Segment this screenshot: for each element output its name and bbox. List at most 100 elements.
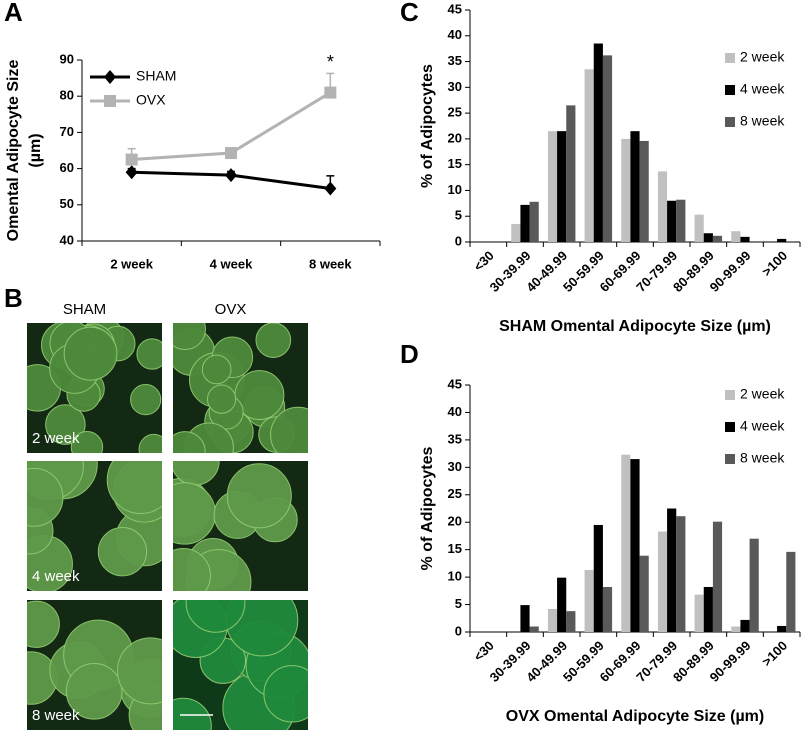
legend-label: 8 week: [740, 113, 785, 129]
cells: [27, 461, 162, 591]
x-tick-label: 4 week: [210, 256, 253, 271]
marker: [324, 86, 337, 99]
bar: [566, 611, 576, 632]
y-tick-label: 40: [448, 27, 462, 42]
cell: [206, 384, 237, 414]
bar: [621, 138, 631, 242]
cell: [173, 697, 212, 730]
legend-swatch: [725, 390, 735, 400]
cell: [138, 433, 162, 453]
bar: [676, 199, 686, 242]
legend-swatch: [725, 454, 735, 464]
panel-letter: C: [400, 0, 419, 27]
y-tick-label: 45: [448, 376, 462, 391]
micrograph: [27, 323, 162, 453]
y-tick-label: 10: [448, 182, 462, 197]
bar: [639, 140, 649, 242]
bar: [657, 171, 668, 242]
cell: [116, 637, 162, 705]
y-tick-label: 40: [60, 232, 74, 247]
cell: [173, 482, 216, 545]
bar: [740, 619, 750, 632]
x-tick-label: 8 week: [309, 256, 352, 271]
column-label: SHAM: [63, 301, 106, 318]
bar: [593, 43, 603, 243]
panel-letter: B: [4, 283, 23, 313]
bar: [777, 625, 787, 632]
cell: [45, 404, 86, 445]
bar: [703, 586, 713, 632]
cells: [173, 600, 308, 730]
column-label: OVX: [215, 301, 247, 318]
x-tick-label: 90-99.99: [707, 248, 754, 295]
cell: [27, 467, 64, 527]
marker: [104, 70, 116, 84]
legend-label: 4 week: [740, 418, 785, 434]
y-tick-label: 5: [455, 208, 462, 223]
y-tick-label: 0: [455, 233, 462, 248]
cell: [27, 651, 58, 705]
legend-label: 8 week: [740, 450, 785, 466]
bar: [667, 508, 677, 632]
bar: [667, 200, 677, 242]
cell: [270, 406, 308, 453]
bar: [639, 555, 649, 632]
micrograph: [173, 600, 308, 730]
y-tick-label: 90: [60, 51, 74, 66]
x-axis-label: SHAM Omental Adipocyte Size (µm): [499, 318, 771, 335]
row-label: 8 week: [32, 707, 80, 724]
bar: [694, 594, 704, 632]
cell: [27, 600, 60, 648]
marker: [225, 168, 237, 183]
cell: [136, 338, 162, 370]
micrograph: [27, 600, 162, 730]
y-tick-label: 30: [448, 79, 462, 94]
y-tick-label: 35: [448, 431, 462, 446]
y-tick-label: 40: [448, 404, 462, 419]
bar: [547, 608, 558, 632]
panel-letter: D: [400, 339, 419, 369]
legend-swatch: [725, 85, 735, 95]
bar: [712, 235, 723, 242]
y-axis-label: % of Adipocytes: [419, 446, 436, 570]
x-tick-label: <30: [471, 638, 497, 664]
cell: [173, 323, 206, 350]
y-tick-label: 80: [60, 88, 74, 103]
bar: [676, 516, 686, 632]
y-tick-label: 0: [455, 623, 462, 638]
legend-label: OVX: [136, 92, 166, 108]
x-tick-label: 90-99.99: [707, 638, 754, 685]
y-axis-label: % of Adipocytes: [419, 64, 436, 188]
marker: [125, 153, 138, 166]
y-tick-label: 15: [448, 156, 462, 171]
bar: [584, 569, 594, 632]
cells: [173, 323, 308, 453]
bar: [703, 233, 713, 242]
bar: [566, 105, 576, 242]
bar: [602, 55, 613, 242]
marker: [104, 95, 116, 107]
y-tick-label: 20: [448, 130, 462, 145]
annotation: *: [327, 52, 334, 72]
panel-letter: A: [4, 0, 23, 27]
legend-swatch: [725, 53, 735, 63]
y-tick-label: 5: [455, 596, 462, 611]
cell: [255, 323, 292, 358]
cell: [263, 665, 308, 723]
bar: [547, 131, 558, 242]
row-label: 4 week: [32, 568, 80, 585]
bar: [520, 605, 530, 632]
bar: [731, 626, 741, 632]
bar: [694, 214, 704, 242]
cells: [27, 600, 162, 730]
y-tick-label: 60: [60, 160, 74, 175]
marker: [324, 181, 337, 196]
cell: [63, 326, 118, 381]
cells: [27, 323, 162, 453]
cell: [130, 384, 162, 416]
legend-label: 2 week: [740, 386, 785, 402]
bar: [557, 577, 567, 632]
x-tick-label: <30: [471, 248, 497, 274]
micrograph: [173, 323, 308, 453]
